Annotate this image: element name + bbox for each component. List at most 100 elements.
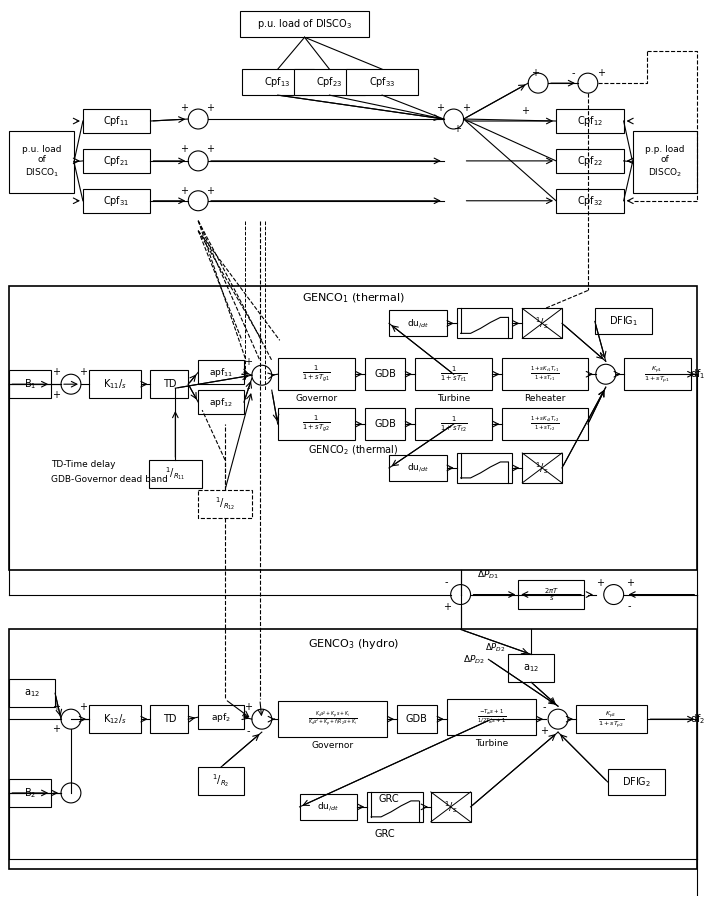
Text: +: + — [595, 578, 604, 588]
Bar — [518, 579, 584, 609]
Bar — [83, 188, 151, 213]
Bar — [367, 792, 423, 822]
Text: K$_{11}$/$_s$: K$_{11}$/$_s$ — [103, 378, 127, 391]
Text: apf$_{12}$: apf$_{12}$ — [209, 396, 233, 409]
Text: a$_{12}$: a$_{12}$ — [523, 662, 539, 675]
Bar — [365, 408, 405, 440]
Bar — [389, 310, 447, 336]
Text: $\frac{2\pi T}{s}$: $\frac{2\pi T}{s}$ — [544, 586, 559, 603]
Bar — [198, 390, 244, 414]
Text: -: - — [246, 383, 250, 393]
Text: DFIG$_2$: DFIG$_2$ — [622, 775, 651, 788]
Text: +: + — [597, 68, 605, 78]
Text: p.u. load of DISCO$_3$: p.u. load of DISCO$_3$ — [257, 17, 352, 31]
Text: B$_2$: B$_2$ — [24, 786, 36, 800]
Text: GDB: GDB — [406, 714, 428, 724]
Bar — [9, 630, 697, 868]
Text: +: + — [540, 727, 548, 736]
Text: $\frac{1}{1+sT_{g1}}$: $\frac{1}{1+sT_{g1}}$ — [302, 364, 331, 385]
Text: -: - — [246, 727, 250, 736]
Text: Cpf$_{13}$: Cpf$_{13}$ — [264, 75, 291, 89]
Bar — [9, 779, 51, 807]
Text: p.p. load
of
DISCO$_2$: p.p. load of DISCO$_2$ — [645, 145, 685, 179]
Text: a$_{12}$: a$_{12}$ — [24, 687, 40, 699]
Bar — [198, 361, 244, 384]
Text: $\Delta P_{D1}$: $\Delta P_{D1}$ — [477, 569, 499, 581]
Text: Turbine: Turbine — [437, 394, 470, 403]
Text: -: - — [628, 602, 632, 612]
Text: +: + — [79, 702, 87, 712]
Text: +: + — [52, 390, 60, 400]
Bar — [198, 490, 252, 518]
Text: $\frac{1}{1+sT_{t2}}$: $\frac{1}{1+sT_{t2}}$ — [440, 414, 467, 434]
Text: $\frac{K_{p2}}{1+sT_{p2}}$: $\frac{K_{p2}}{1+sT_{p2}}$ — [598, 709, 625, 729]
Text: +: + — [206, 186, 214, 196]
Text: +: + — [181, 103, 188, 113]
Text: $\Delta P_{D2}$: $\Delta P_{D2}$ — [485, 641, 506, 654]
Bar — [595, 309, 653, 335]
Text: $^1/_{R_{11}}$: $^1/_{R_{11}}$ — [165, 466, 185, 483]
Bar — [278, 701, 387, 737]
Bar — [430, 792, 471, 822]
Bar — [523, 453, 562, 483]
Bar — [242, 69, 314, 95]
Bar — [503, 408, 588, 440]
Text: apf$_2$: apf$_2$ — [211, 710, 231, 724]
Text: p.u. load
of
DISCO$_1$: p.u. load of DISCO$_1$ — [22, 145, 62, 179]
Text: Cpf$_{21}$: Cpf$_{21}$ — [103, 154, 130, 168]
Bar — [447, 700, 536, 736]
Bar — [523, 309, 562, 338]
Bar — [294, 69, 365, 95]
Text: $^1/_s$: $^1/_s$ — [535, 316, 549, 331]
Text: $\frac{1+sK_{r2}T_{r2}}{1+sT_{r2}}$: $\frac{1+sK_{r2}T_{r2}}{1+sT_{r2}}$ — [530, 415, 560, 433]
Bar — [556, 149, 624, 173]
Text: GENCO$_1$ (thermal): GENCO$_1$ (thermal) — [302, 292, 405, 305]
Text: +: + — [462, 103, 469, 113]
Text: $\frac{1}{1+sT_{t1}}$: $\frac{1}{1+sT_{t1}}$ — [440, 364, 467, 384]
Bar — [299, 794, 358, 820]
Text: $^1/_{R_2}$: $^1/_{R_2}$ — [212, 772, 230, 789]
Text: du$_{/dt}$: du$_{/dt}$ — [406, 317, 429, 330]
Bar — [9, 131, 74, 193]
Text: GRC: GRC — [379, 794, 399, 804]
Bar — [240, 12, 369, 38]
Bar — [415, 358, 493, 390]
Text: Cpf$_{33}$: Cpf$_{33}$ — [369, 75, 395, 89]
Text: Cpf$_{11}$: Cpf$_{11}$ — [103, 114, 130, 128]
Text: +: + — [442, 602, 451, 612]
Bar — [508, 654, 554, 683]
Bar — [389, 455, 447, 481]
Text: Turbine: Turbine — [475, 738, 508, 747]
Text: +: + — [52, 724, 60, 734]
Text: $\frac{1+sK_{r1}T_{r1}}{1+sT_{r1}}$: $\frac{1+sK_{r1}T_{r1}}{1+sT_{r1}}$ — [530, 365, 560, 383]
Text: du$_{/dt}$: du$_{/dt}$ — [406, 462, 429, 475]
Bar — [151, 370, 188, 398]
Bar — [457, 453, 513, 483]
Text: +: + — [244, 702, 252, 712]
Bar — [365, 358, 405, 390]
Text: +: + — [521, 106, 529, 116]
Bar — [556, 109, 624, 133]
Text: -: - — [445, 578, 448, 588]
Text: Cpf$_{12}$: Cpf$_{12}$ — [576, 114, 603, 128]
Text: B$_1$: B$_1$ — [24, 378, 36, 391]
Text: +: + — [206, 103, 214, 113]
Bar — [83, 149, 151, 173]
Text: -: - — [571, 68, 575, 78]
Bar — [278, 358, 355, 390]
Text: +: + — [52, 367, 60, 378]
Text: +: + — [244, 357, 252, 367]
Text: DFIG$_1$: DFIG$_1$ — [609, 315, 639, 328]
Bar — [198, 705, 244, 729]
Text: Governor: Governor — [295, 394, 338, 403]
Text: Cpf$_{22}$: Cpf$_{22}$ — [576, 154, 603, 168]
Text: GDB: GDB — [374, 419, 396, 429]
Bar — [198, 767, 244, 795]
Text: Governor: Governor — [312, 741, 353, 750]
Text: +: + — [435, 103, 444, 113]
Text: TD-Time delay: TD-Time delay — [51, 460, 115, 469]
Text: $\Delta P_{D2}$: $\Delta P_{D2}$ — [462, 653, 484, 666]
Text: Cpf$_{32}$: Cpf$_{32}$ — [576, 194, 603, 208]
Text: +: + — [79, 367, 87, 378]
Text: du$_{/dt}$: du$_{/dt}$ — [317, 800, 340, 814]
